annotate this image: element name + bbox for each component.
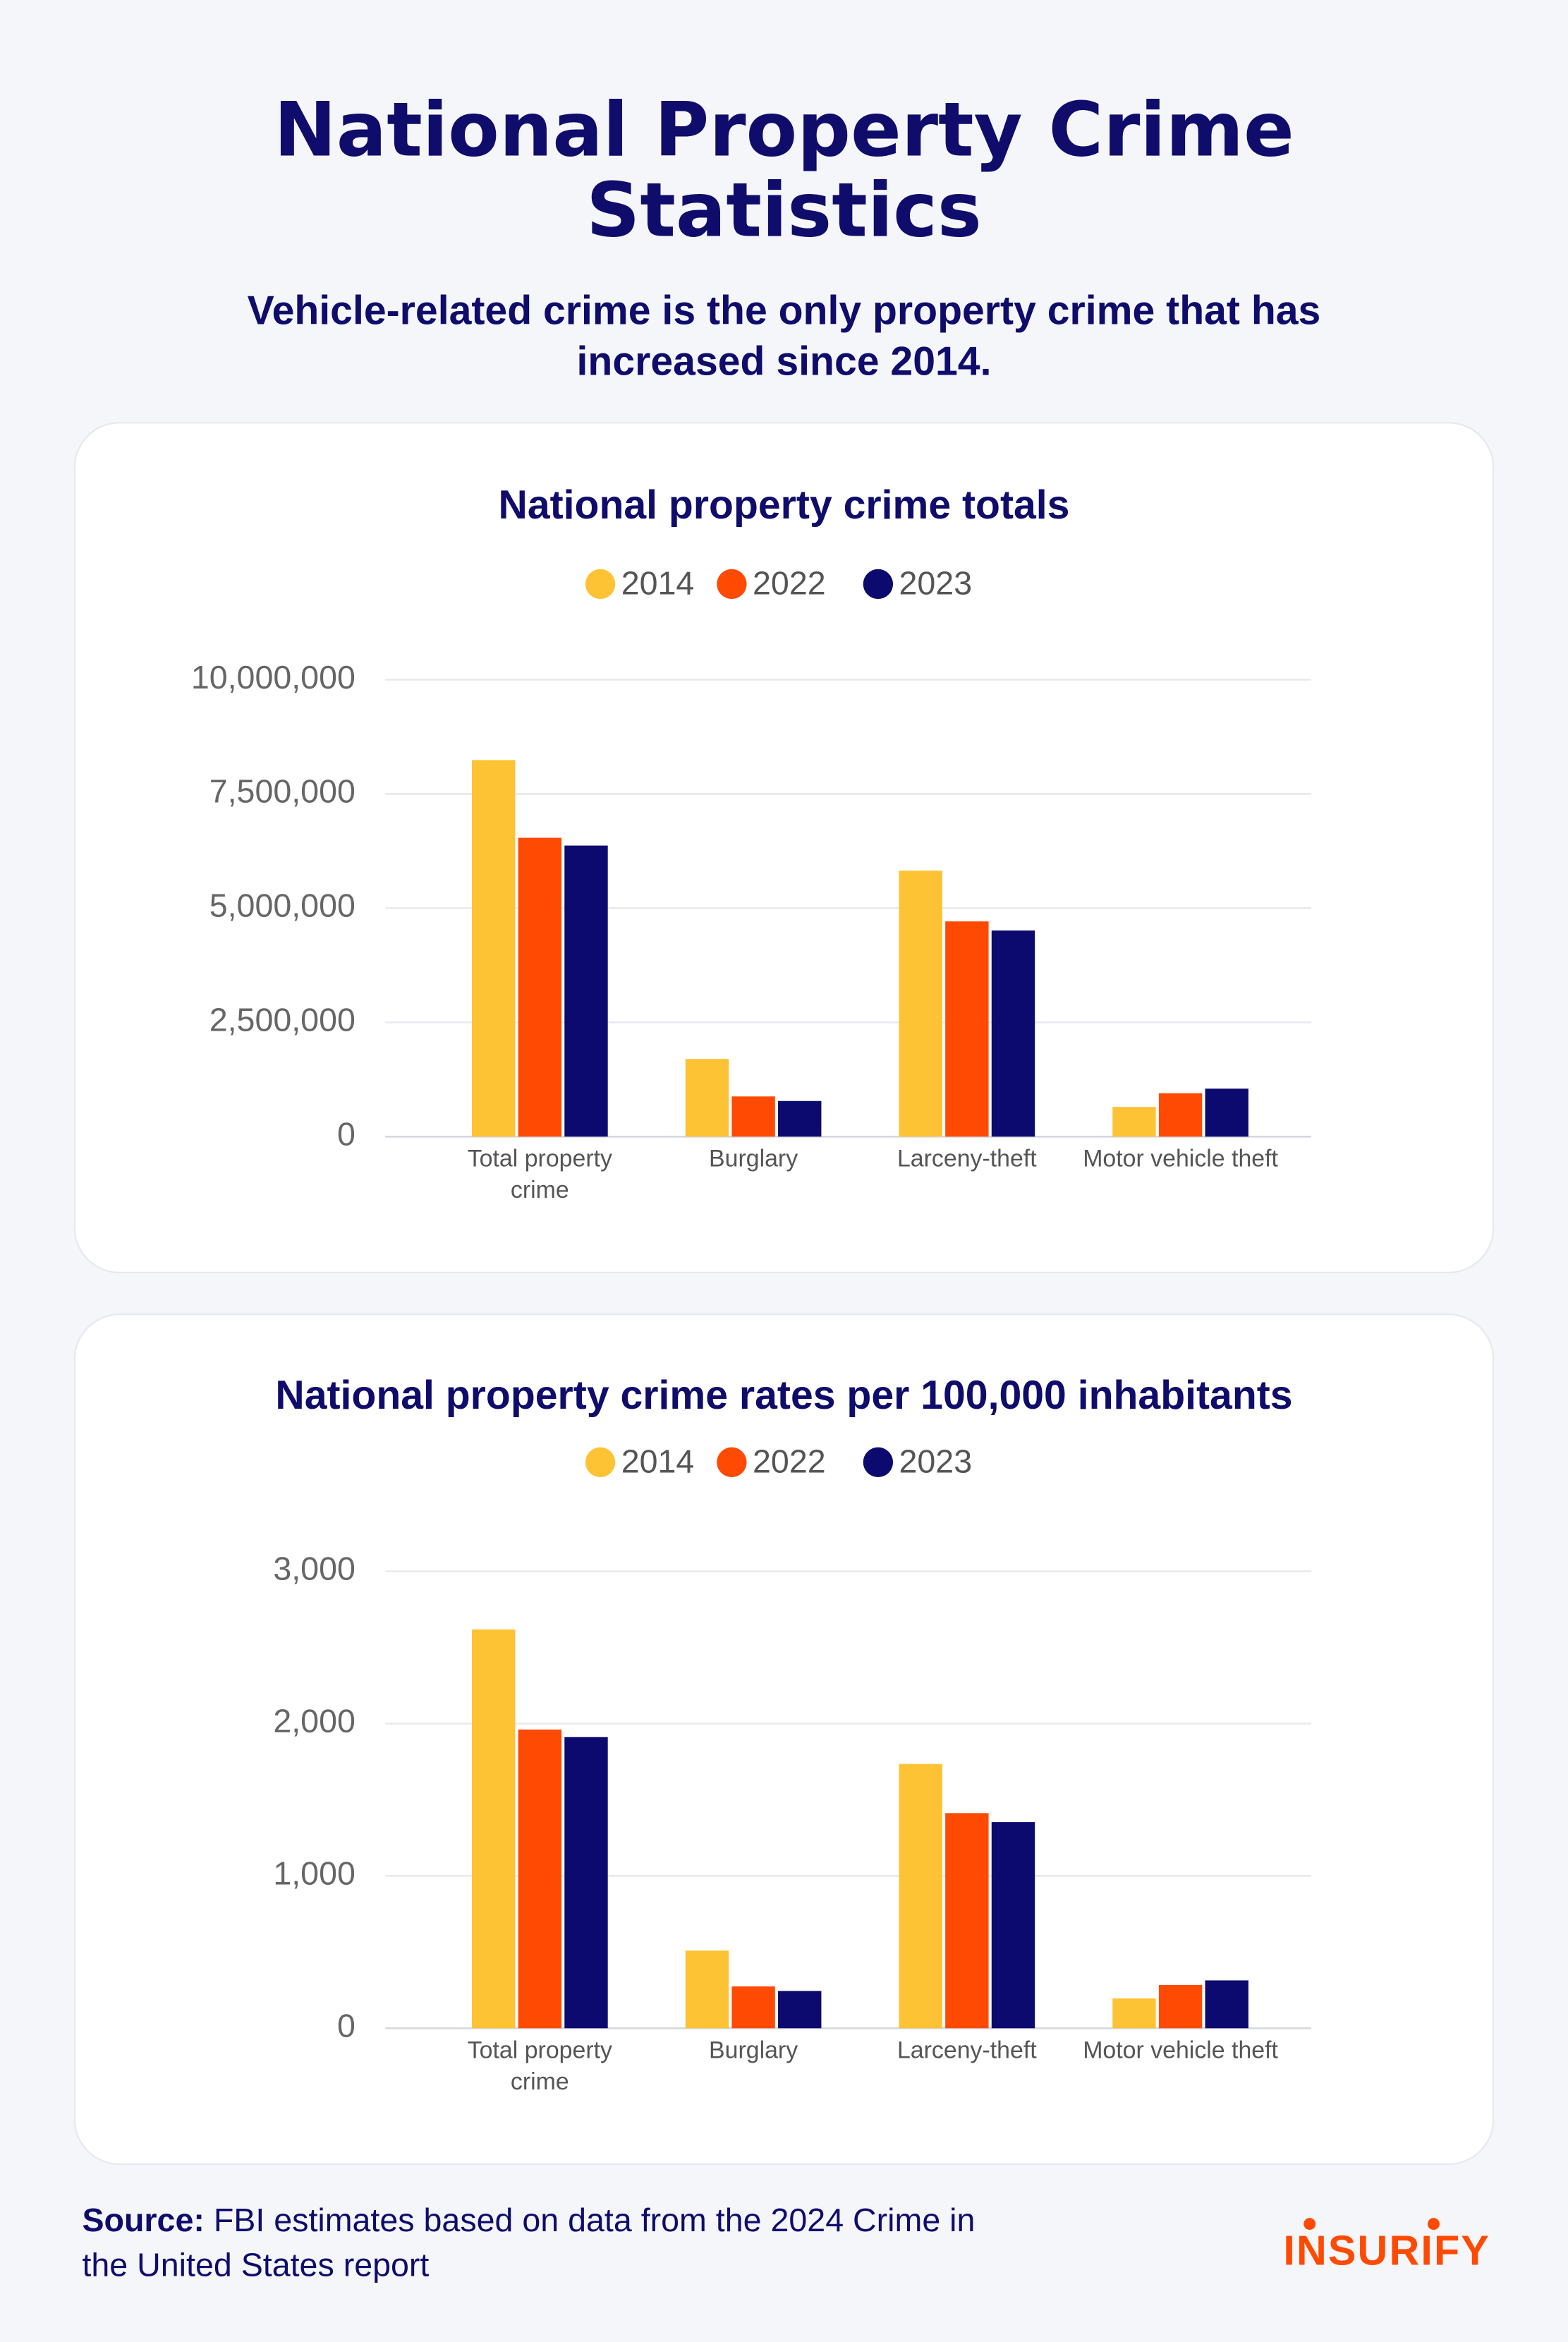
bar xyxy=(991,930,1035,1137)
logo: INSURIFY xyxy=(1283,2227,1490,2274)
bar xyxy=(564,845,608,1137)
x-tick-label: Larceny-theft xyxy=(863,2037,1071,2068)
x-tick-label-text: Total property crime xyxy=(467,1147,612,1204)
y-tick-label: 5,000,000 xyxy=(209,887,355,924)
x-tick-label-box: Larceny-theft xyxy=(863,2037,1071,2068)
legend-label: 2014 xyxy=(621,564,695,601)
x-tick-label: Burglary xyxy=(649,2037,858,2068)
x-tick-label-box: Burglary xyxy=(649,1146,858,1177)
x-tick-label-text: Motor vehicle theft xyxy=(1083,1147,1278,1173)
bar xyxy=(899,1764,942,2029)
logo-dot xyxy=(1427,2218,1440,2231)
bar xyxy=(1205,1088,1248,1137)
legend-label: 2022 xyxy=(753,564,826,601)
x-tick-label-box: Motor vehicle theft xyxy=(1076,2037,1284,2068)
x-tick-label: Motor vehicle theft xyxy=(1076,1146,1284,1177)
x-tick-label-box: Total property crime xyxy=(435,1146,644,1208)
legend-swatch xyxy=(863,1447,894,1478)
x-tick-label-text: Burglary xyxy=(709,1147,798,1173)
card xyxy=(73,422,1495,1274)
x-tick-label-box: Burglary xyxy=(649,2037,858,2068)
legend-swatch xyxy=(585,569,616,600)
bar xyxy=(518,837,562,1137)
bar xyxy=(1158,1984,1203,2029)
x-tick-label: Total property crime xyxy=(435,1146,644,1208)
y-tick-label: 2,000 xyxy=(273,1703,355,1740)
legend-label: 2014 xyxy=(621,1443,695,1479)
x-tick-label-text: Larceny-theft xyxy=(897,2039,1037,2065)
bar xyxy=(1112,1998,1156,2029)
title: National Property Crime Statistics xyxy=(262,90,1307,251)
bar xyxy=(1112,1107,1156,1137)
legend-label: 2023 xyxy=(899,564,973,601)
bar xyxy=(472,1629,516,2029)
legend-swatch xyxy=(863,569,894,600)
bar xyxy=(945,921,989,1137)
source-text: Source: xyxy=(82,2201,205,2239)
bar xyxy=(899,870,942,1137)
y-tick-label: 2,500,000 xyxy=(209,1002,355,1038)
bar xyxy=(731,1096,775,1137)
x-tick-label-box: Motor vehicle theft xyxy=(1076,1146,1284,1177)
bar xyxy=(778,1991,822,2029)
x-tick-label-box: Total property crime xyxy=(435,2037,644,2099)
y-tick-label: 0 xyxy=(337,1116,355,1153)
subtitle-box: Vehicle-related crime is the only proper… xyxy=(157,287,1411,388)
y-tick-label: 1,000 xyxy=(273,1855,355,1892)
y-tick-label: 7,500,000 xyxy=(209,773,355,810)
x-tick-label-text: Burglary xyxy=(709,2039,798,2065)
bar xyxy=(1158,1093,1203,1137)
bar xyxy=(991,1822,1035,2029)
x-tick-label: Motor vehicle theft xyxy=(1076,2037,1284,2068)
y-tick-label: 10,000,000 xyxy=(191,659,355,696)
bar xyxy=(945,1813,989,2029)
subtitle-text: Vehicle-related crime is the only proper… xyxy=(247,288,1321,384)
bar xyxy=(472,760,516,1137)
source-box: Source: FBI estimates based on data from… xyxy=(82,2199,1008,2288)
source-text: FBI estimates based on data from the 202… xyxy=(82,2201,976,2283)
x-tick-label: Burglary xyxy=(649,1146,858,1177)
y-tick-label: 3,000 xyxy=(273,1551,355,1587)
bar xyxy=(731,1986,775,2029)
legend-swatch xyxy=(585,1447,616,1478)
bar xyxy=(685,1059,729,1137)
bar xyxy=(1205,1980,1248,2029)
bar xyxy=(564,1737,608,2029)
x-tick-label: Total property crime xyxy=(435,2037,644,2099)
card xyxy=(73,1313,1495,2165)
legend-swatch xyxy=(717,569,747,600)
source: Source: FBI estimates based on data from… xyxy=(82,2199,1008,2288)
x-tick-label-text: Larceny-theft xyxy=(897,1147,1037,1173)
bar xyxy=(778,1100,822,1137)
bar xyxy=(685,1950,729,2029)
chart-title: National property crime rates per 100,00… xyxy=(275,1373,1292,1418)
x-tick-label-text: Total property crime xyxy=(467,2039,612,2096)
title-box: National Property Crime Statistics xyxy=(262,90,1307,251)
title-text: National Property Crime Statistics xyxy=(274,90,1294,255)
x-tick-label: Larceny-theft xyxy=(863,1146,1071,1177)
x-tick-label-text: Motor vehicle theft xyxy=(1083,2039,1278,2065)
legend-label: 2022 xyxy=(753,1443,826,1479)
x-tick-label-box: Larceny-theft xyxy=(863,1146,1071,1177)
logo-dot xyxy=(1303,2218,1316,2231)
chart-title: National property crime totals xyxy=(499,483,1070,528)
subtitle: Vehicle-related crime is the only proper… xyxy=(157,287,1411,388)
bar xyxy=(518,1729,562,2029)
legend-label: 2023 xyxy=(899,1443,973,1479)
legend-swatch xyxy=(717,1447,747,1478)
y-tick-label: 0 xyxy=(337,2008,355,2044)
